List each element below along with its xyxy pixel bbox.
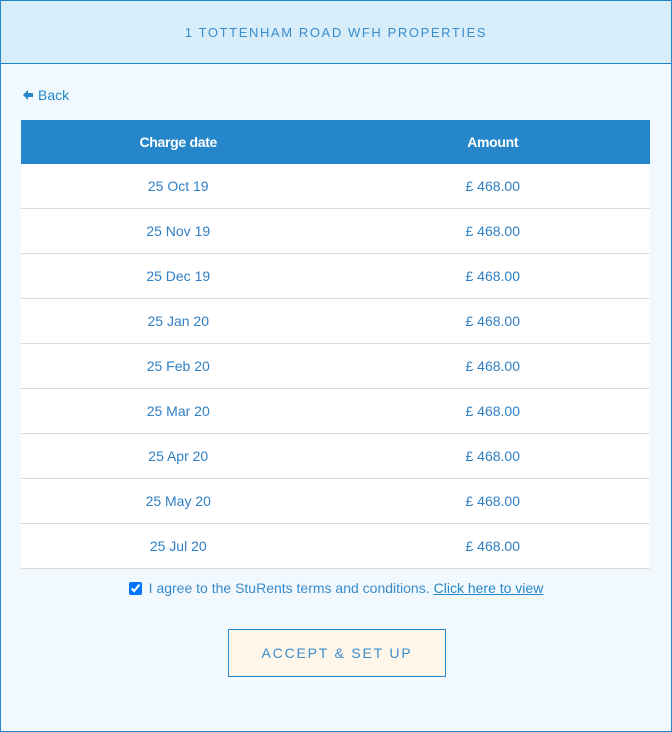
back-label: Back [38, 87, 70, 103]
terms-link[interactable]: Click here to view [433, 580, 544, 596]
page-header: 1 TOTTENHAM ROAD WFH PROPERTIES [1, 1, 671, 64]
charge-date-cell: 25 Feb 20 [21, 343, 336, 389]
back-link[interactable]: Back [22, 87, 69, 103]
amount-cell: £ 468.00 [335, 164, 650, 209]
table-row: 25 Dec 19 £ 468.00 [21, 253, 650, 299]
charge-date-cell: 25 May 20 [21, 478, 336, 524]
terms-agreement: I agree to the StuRents terms and condit… [1, 580, 671, 596]
terms-checkbox[interactable] [128, 581, 142, 595]
table-header-row: Charge date Amount [21, 120, 650, 164]
amount-cell: £ 468.00 [335, 388, 650, 434]
table-row: 25 Feb 20 £ 468.00 [21, 343, 650, 389]
column-header-amount: Amount [335, 120, 650, 164]
amount-cell: £ 468.00 [335, 298, 650, 344]
amount-cell: £ 468.00 [335, 433, 650, 479]
column-header-charge-date: Charge date [21, 120, 336, 164]
charge-date-cell: 25 Apr 20 [21, 433, 336, 479]
terms-text: I agree to the StuRents terms and condit… [148, 580, 430, 596]
table-row: 25 Mar 20 £ 468.00 [21, 388, 650, 434]
amount-cell: £ 468.00 [335, 343, 650, 389]
table-row: 25 Jul 20 £ 468.00 [21, 523, 650, 569]
table-row: 25 Oct 19 £ 468.00 [21, 164, 650, 209]
table-row: 25 Jan 20 £ 468.00 [21, 298, 650, 344]
charge-date-cell: 25 Jan 20 [21, 298, 336, 344]
amount-cell: £ 468.00 [335, 208, 650, 254]
table-row: 25 Apr 20 £ 468.00 [21, 433, 650, 479]
arrow-left-icon [23, 90, 33, 100]
amount-cell: £ 468.00 [335, 523, 650, 569]
table-row: 25 May 20 £ 468.00 [21, 478, 650, 524]
accept-setup-button[interactable]: ACCEPT & SET UP [228, 629, 446, 677]
charge-date-cell: 25 Nov 19 [21, 208, 336, 254]
charges-table: Charge date Amount 25 Oct 19 £ 468.00 25 N… [21, 120, 650, 569]
page-title: 1 TOTTENHAM ROAD WFH PROPERTIES [184, 24, 488, 40]
charge-date-cell: 25 Oct 19 [21, 164, 336, 209]
table-row: 25 Nov 19 £ 468.00 [21, 208, 650, 254]
amount-cell: £ 468.00 [335, 478, 650, 524]
amount-cell: £ 468.00 [335, 253, 650, 299]
charge-date-cell: 25 Jul 20 [21, 523, 336, 569]
charge-date-cell: 25 Dec 19 [21, 253, 336, 299]
charge-date-cell: 25 Mar 20 [21, 388, 336, 434]
